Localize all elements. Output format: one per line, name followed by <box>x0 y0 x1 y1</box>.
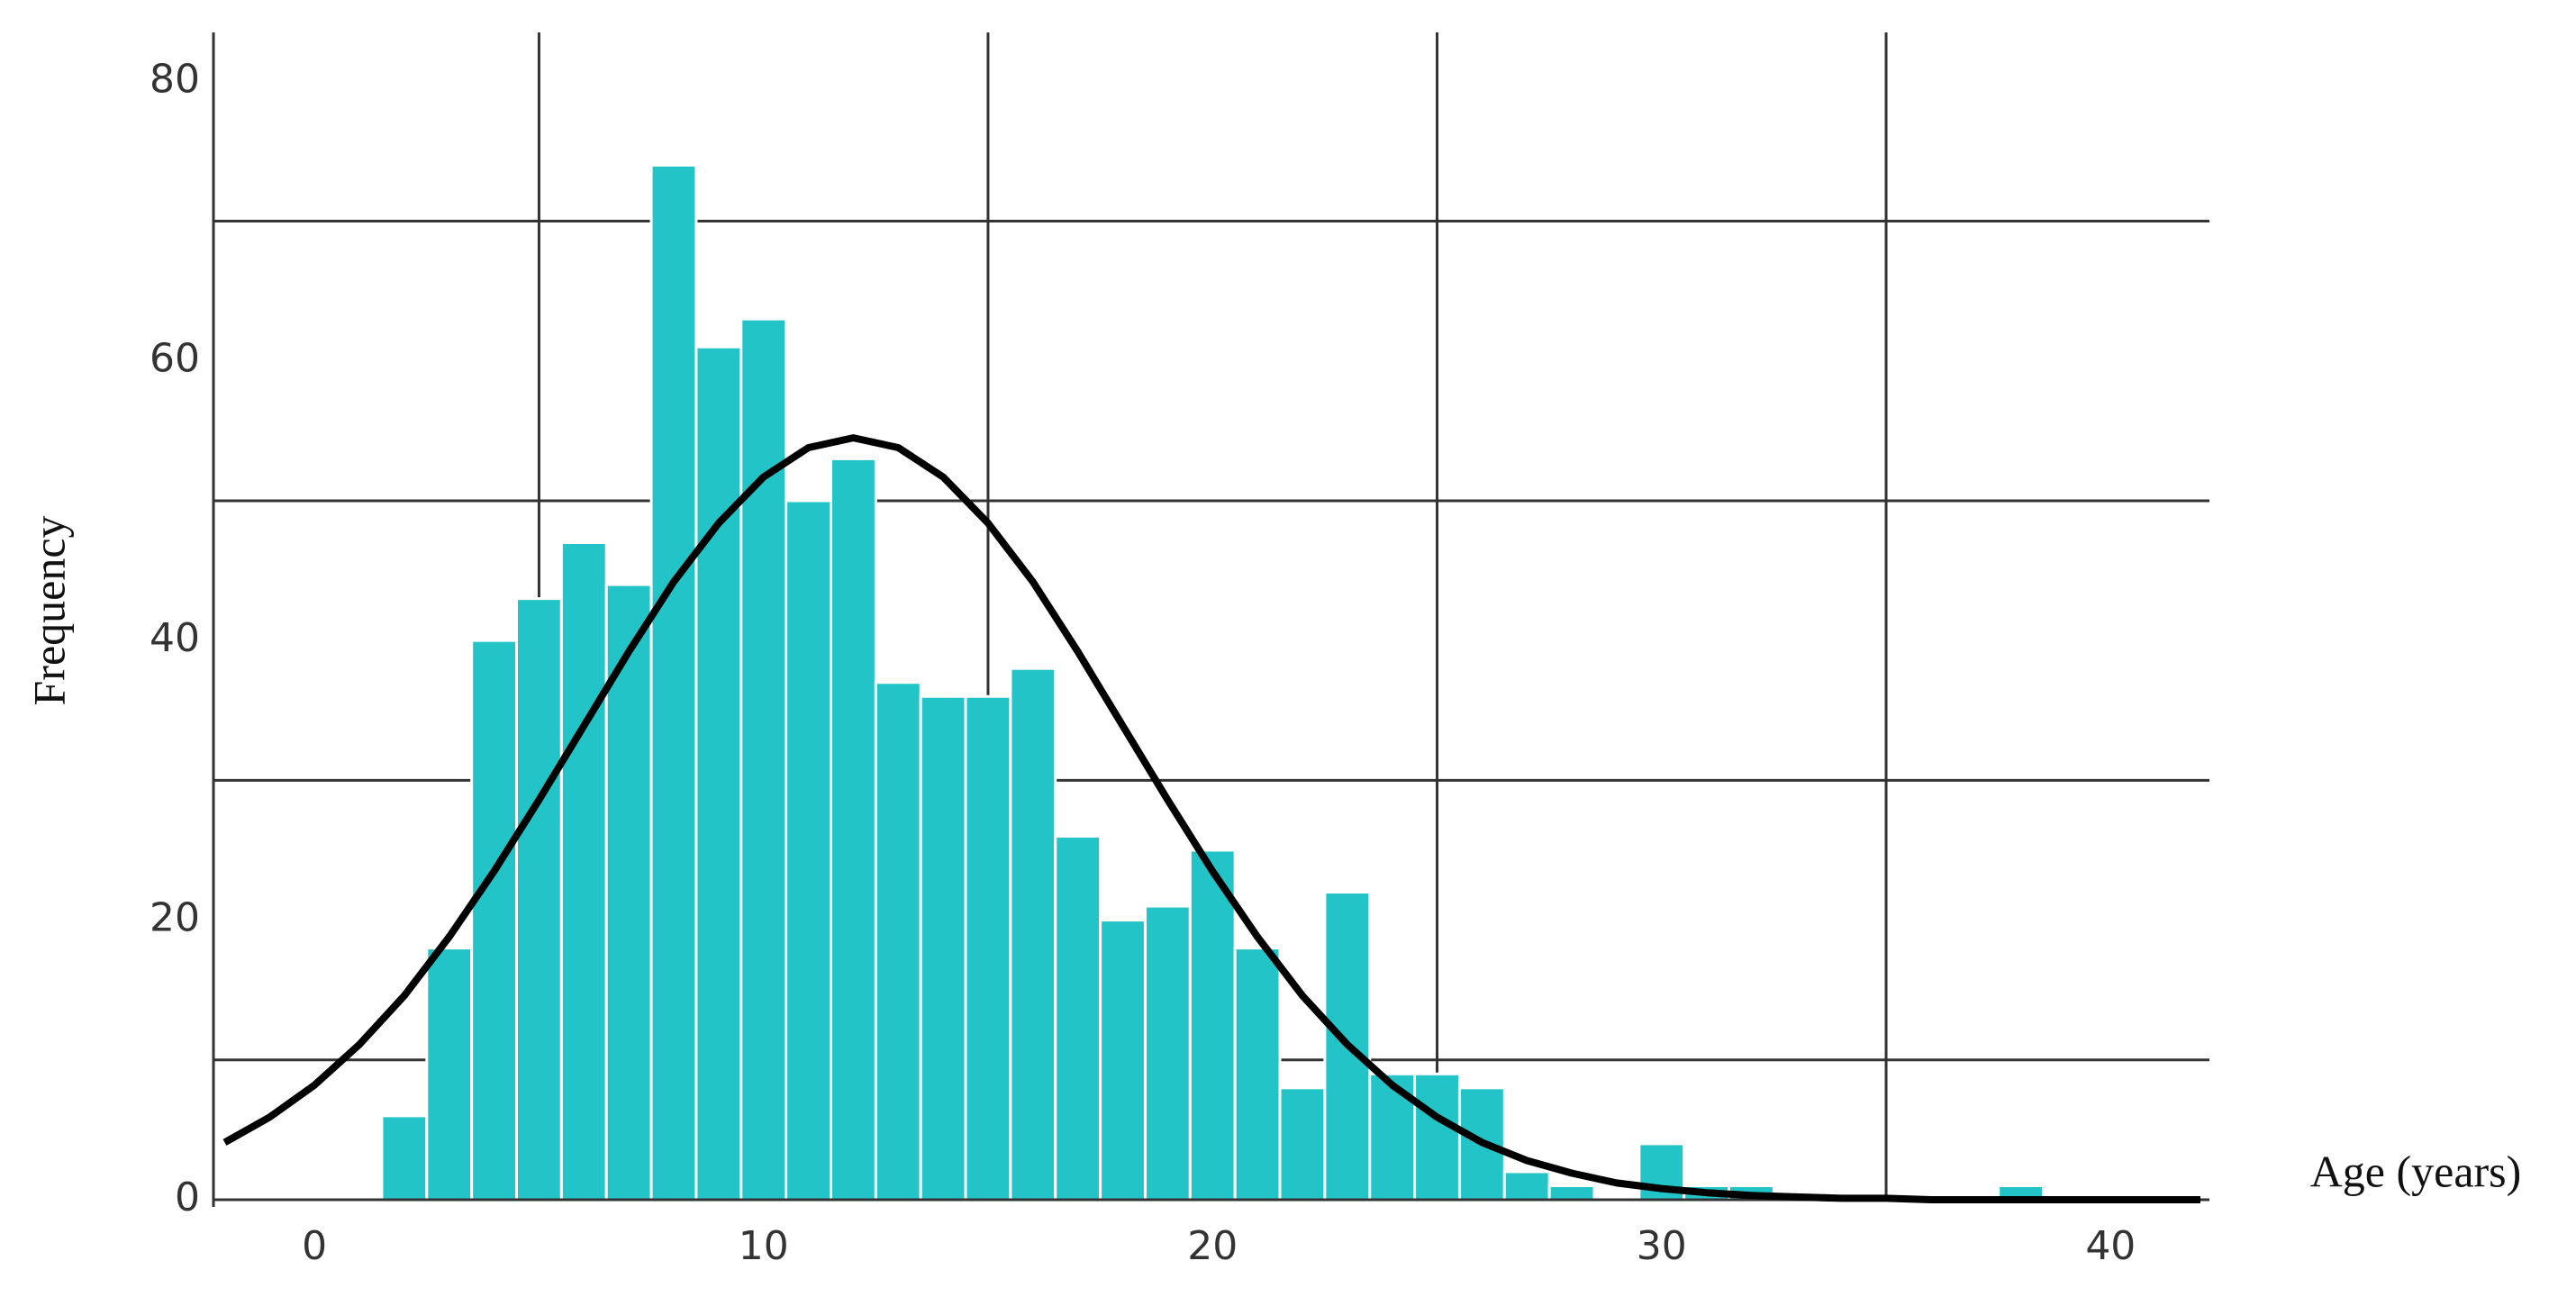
bar <box>1054 834 1102 1202</box>
bar <box>649 163 698 1202</box>
y-tick-label: 0 <box>175 1175 200 1220</box>
bar <box>1009 667 1057 1202</box>
bar <box>559 541 608 1202</box>
bar <box>604 583 653 1202</box>
y-tick-label: 60 <box>150 336 200 382</box>
bar <box>829 457 877 1202</box>
bar <box>1188 848 1237 1202</box>
x-tick-label: 20 <box>1187 1223 1238 1269</box>
bar <box>739 317 788 1202</box>
x-tick-label: 10 <box>739 1223 789 1269</box>
x-tick-label: 30 <box>1637 1223 1687 1269</box>
bar <box>919 694 967 1202</box>
fit-curve <box>222 434 2200 1203</box>
bar <box>1457 1086 1506 1202</box>
bar <box>470 639 519 1202</box>
bar <box>380 1114 429 1202</box>
bar <box>1233 947 1282 1202</box>
bar <box>785 499 832 1202</box>
y-tick-label: 20 <box>150 895 200 941</box>
y-axis-label: Frequency <box>23 515 74 705</box>
y-tick-label: 40 <box>150 615 200 661</box>
y-tick-label: 80 <box>150 56 200 102</box>
bar <box>964 694 1012 1202</box>
bar <box>515 597 563 1202</box>
x-tick-label: 40 <box>2085 1223 2136 1269</box>
bar <box>1413 1072 1461 1202</box>
bar <box>1143 904 1192 1202</box>
bar <box>1099 919 1147 1202</box>
bar <box>694 345 743 1202</box>
bar <box>1502 1170 1551 1202</box>
x-axis-label: Age (years) <box>2310 1146 2522 1196</box>
x-tick-label: 0 <box>302 1223 327 1269</box>
bar <box>1547 1184 1596 1202</box>
bar <box>1278 1086 1327 1202</box>
bar <box>874 681 922 1202</box>
bar <box>425 947 474 1202</box>
